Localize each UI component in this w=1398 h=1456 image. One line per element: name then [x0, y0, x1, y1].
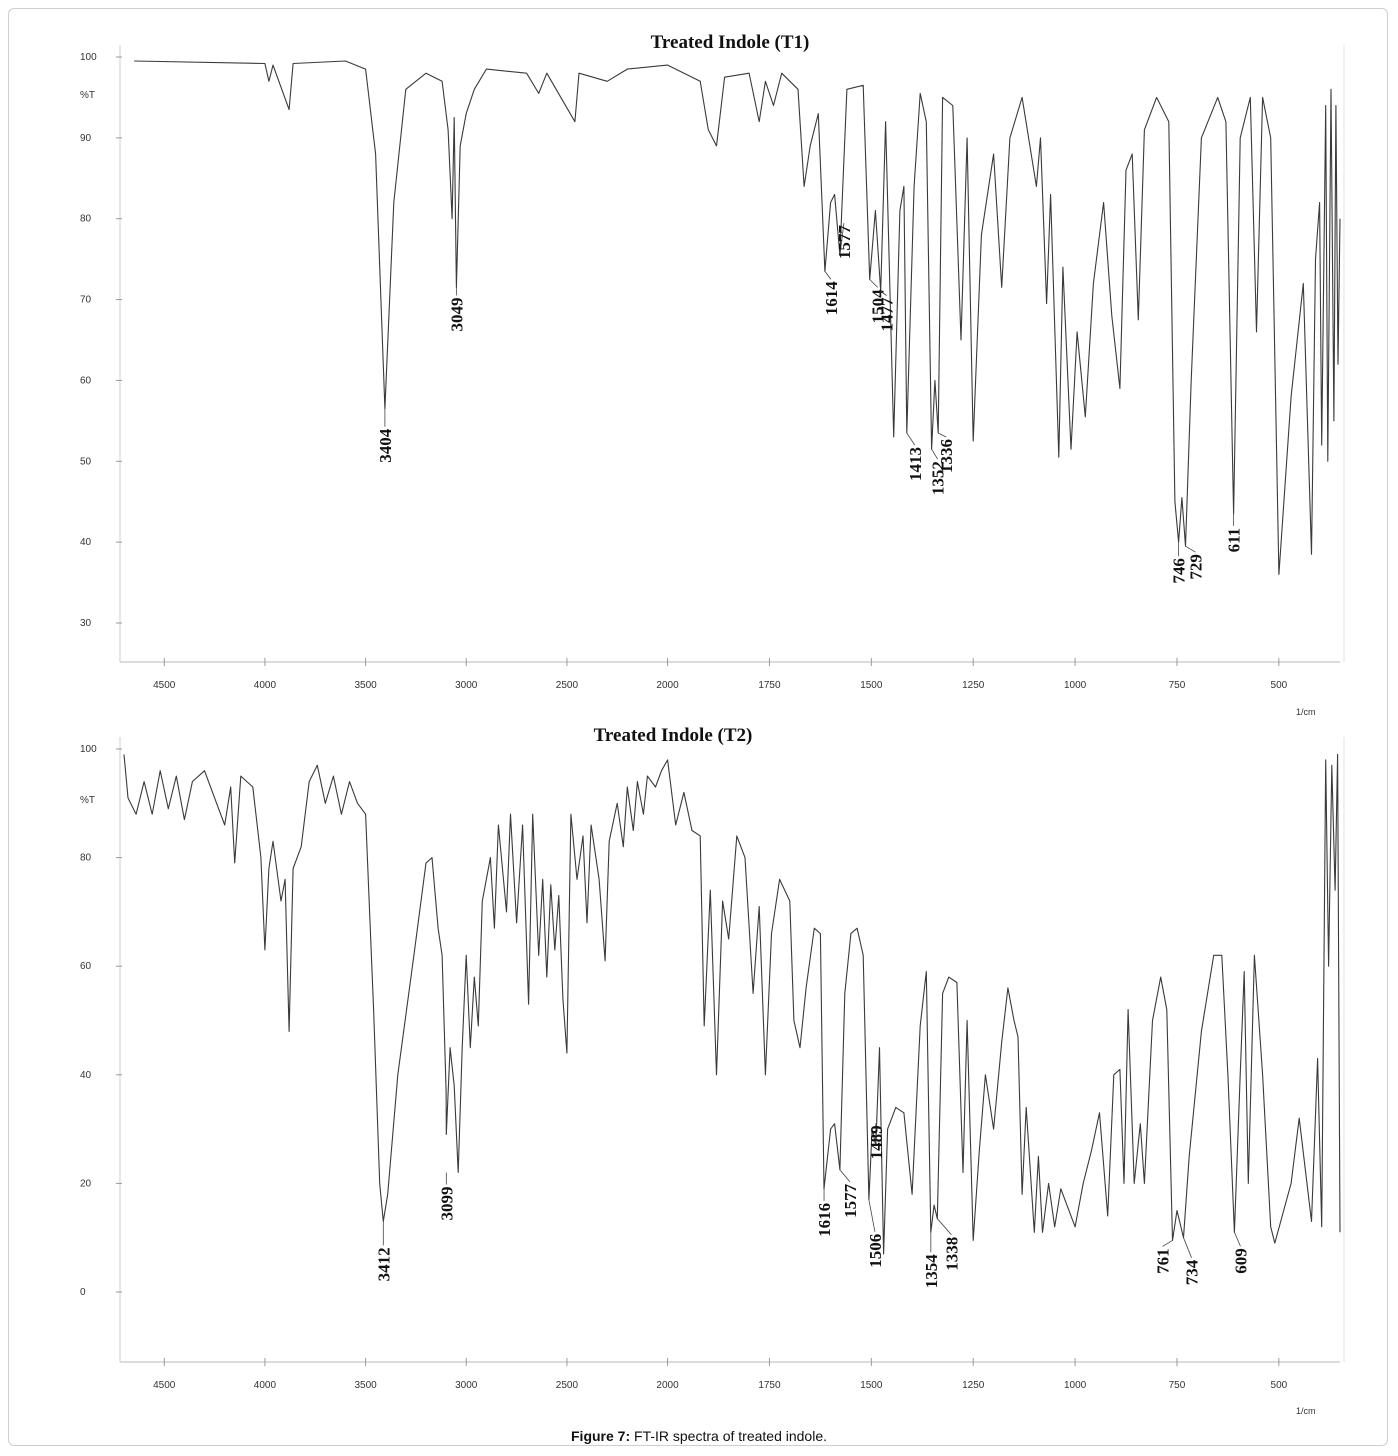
panel-t1-xtick-label: 2000 [656, 680, 679, 691]
panel-t1-peak-label: 3404 [376, 428, 395, 463]
panel-t1-xtick-label: 1500 [860, 680, 883, 691]
panel-t1-xtick-label: 750 [1169, 680, 1186, 691]
panel-t1-ytick-label: 60 [80, 375, 92, 386]
panel-t2-peak-label: 3412 [374, 1247, 393, 1281]
panel-t2-xlabel: 1/cm [1296, 1406, 1316, 1416]
panel-t1-ytick-label: 90 [80, 133, 92, 144]
panel-t1-peak-label: 1352 [929, 461, 948, 495]
panel-t1-peak-label: 729 [1187, 554, 1206, 580]
panel-t1-peak-leader [937, 432, 947, 438]
panel-t1-peak-label: 746 [1170, 558, 1189, 584]
panel-t2-peak-label: 1577 [841, 1183, 860, 1218]
panel-t1-xtick-label: 1000 [1064, 680, 1087, 691]
panel-t2-ylabel: %T [80, 795, 95, 806]
panel-t2-ytick-label: 100 [80, 744, 97, 755]
panel-t1-peak-label: 1504 [869, 289, 888, 324]
panel-t1-xtick-label: 1250 [962, 680, 985, 691]
panel-t1-peak-leader [824, 271, 832, 280]
panel-t1-title: Treated Indole (T1) [651, 32, 810, 53]
panel-t1-ytick-label: 70 [80, 295, 92, 306]
panel-t2-peak-label: 3099 [437, 1187, 456, 1221]
panel-t1-peak-leader [880, 291, 887, 296]
panel-t1-peak-label: 1477 [878, 297, 897, 332]
panel-t2-xtick-label: 500 [1271, 1380, 1288, 1391]
panel-t1-xtick-label: 500 [1271, 680, 1288, 691]
panel-t2-peak-label: 1338 [942, 1237, 961, 1271]
panel-t2-xtick-label: 2000 [656, 1380, 679, 1391]
panel-t1-peak-label: 1413 [906, 447, 925, 481]
panel-t2-peak-label: 1354 [922, 1254, 941, 1289]
panel-t1-ytick-label: 80 [80, 214, 92, 225]
panel-t1-peak-leader [906, 432, 916, 446]
panel-t2-peak-leader [1162, 1240, 1173, 1247]
panel-t2-ytick-label: 60 [80, 961, 92, 972]
panel-t2-ytick-label: 40 [80, 1070, 92, 1081]
panel-t2-peak-label: 609 [1231, 1248, 1250, 1274]
panel-t1-peak-label: 611 [1225, 528, 1244, 553]
panel-t1-peak-leader [839, 223, 845, 256]
panel-t1-ytick-label: 30 [80, 618, 92, 629]
panel-t2-ytick-label: 0 [80, 1287, 86, 1298]
panel-t2-peak-leader [937, 1218, 952, 1235]
panel-t2-xtick-label: 4000 [254, 1380, 277, 1391]
panel-t2-peak-label: 1489 [867, 1125, 886, 1159]
panel-t1-ylabel: %T [80, 90, 95, 101]
panel-t1-xtick-label: 2500 [556, 680, 579, 691]
panel-t1-xtick-label: 3500 [354, 680, 377, 691]
panel-t1-xlabel: 1/cm [1296, 707, 1316, 717]
panel-t1-peak-label: 1614 [822, 281, 841, 316]
figure-caption-label: Figure 7: [571, 1428, 631, 1444]
figure-caption-text: FT-IR spectra of treated indole. [634, 1428, 827, 1444]
panel-t1-peak-leader [1185, 545, 1196, 553]
panel-t2-xtick-label: 2500 [556, 1380, 579, 1391]
panel-t2-peak-leader [839, 1169, 851, 1183]
panel-t2-spectrum-line [123, 753, 1341, 1255]
panel-t2-peak-label: 761 [1153, 1248, 1172, 1274]
panel-t2-peak-leader [1234, 1232, 1241, 1247]
panel-t1-ytick-label: 100 [80, 52, 97, 63]
panel-t2-ytick-label: 80 [80, 853, 92, 864]
panel-t2-xtick-label: 750 [1169, 1380, 1186, 1391]
figure-frame [8, 8, 1388, 1446]
panel-t1-xtick-label: 1750 [758, 680, 781, 691]
panel-t1-spectrum-line [134, 60, 1341, 576]
panel-t1-peak-leader [931, 448, 938, 460]
panel-t1-ytick-label: 50 [80, 456, 92, 467]
panel-t1-xtick-label: 4500 [153, 680, 176, 691]
panel-t1-peak-label: 1577 [835, 225, 854, 260]
panel-t2-xtick-label: 1750 [758, 1380, 781, 1391]
panel-t2-title: Treated Indole (T2) [594, 725, 753, 746]
panel-t2-xtick-label: 4500 [153, 1380, 176, 1391]
panel-t1-xtick-label: 4000 [254, 680, 277, 691]
panel-t2-xtick-label: 1250 [962, 1380, 985, 1391]
panel-t2-xtick-label: 3500 [354, 1380, 377, 1391]
panel-t2-ytick-label: 20 [80, 1178, 92, 1189]
figure-caption: Figure 7: FT-IR spectra of treated indol… [0, 1428, 1398, 1444]
panel-t2-peak-leader [1183, 1237, 1192, 1258]
panel-t1-peak-leader [869, 279, 878, 288]
panel-t1-peak-label: 1336 [937, 439, 956, 473]
panel-t1: Treated Indole (T1) %T 1/cm 100 90 80 70 60 5… [80, 32, 1345, 717]
panel-t1-peak-label: 3049 [447, 297, 466, 331]
panel-t2-peak-leader [868, 1199, 876, 1232]
panel-t2-peak-label: 1506 [866, 1234, 885, 1268]
panel-t2-peak-label: 1616 [815, 1203, 834, 1237]
panel-t2-peak-label: 734 [1183, 1259, 1202, 1285]
panel-t2-xtick-label: 1000 [1064, 1380, 1087, 1391]
ftir-figure: Treated Indole (T1) %T 1/cm 100 90 80 70 60 5… [80, 32, 1345, 1416]
panel-t2: Treated Indole (T2) %T 1/cm 100806040200… [80, 725, 1345, 1416]
panel-t2-xtick-label: 3000 [455, 1380, 478, 1391]
panel-t2-xtick-label: 1500 [860, 1380, 883, 1391]
panel-t1-xtick-label: 3000 [455, 680, 478, 691]
panel-t1-ytick-label: 40 [80, 537, 92, 548]
